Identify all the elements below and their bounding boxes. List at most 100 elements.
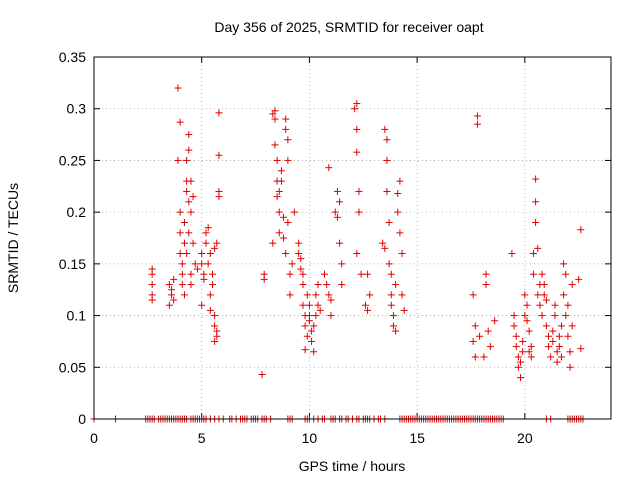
data-point xyxy=(325,164,333,172)
data-point xyxy=(297,255,305,263)
data-point xyxy=(557,322,565,330)
data-point xyxy=(176,208,184,216)
data-point xyxy=(514,353,522,361)
data-point xyxy=(215,193,223,201)
data-point xyxy=(331,208,339,216)
data-point xyxy=(527,343,535,351)
data-point xyxy=(193,265,201,273)
data-point xyxy=(206,250,214,258)
data-point xyxy=(551,312,559,320)
data-points xyxy=(90,84,587,423)
data-point xyxy=(176,229,184,237)
data-point xyxy=(295,239,303,247)
data-point xyxy=(383,156,391,164)
data-point xyxy=(187,208,195,216)
data-point xyxy=(211,312,219,320)
data-point xyxy=(198,250,206,258)
data-point xyxy=(353,100,361,108)
data-point xyxy=(473,112,481,120)
data-point xyxy=(527,353,535,361)
data-point xyxy=(560,260,568,268)
data-point xyxy=(568,281,576,289)
data-point xyxy=(538,312,546,320)
data-point xyxy=(491,317,499,325)
data-point xyxy=(519,337,527,345)
data-point xyxy=(299,301,307,309)
data-point xyxy=(547,353,555,361)
y-tick-label: 0.15 xyxy=(59,256,86,272)
data-point xyxy=(323,281,331,289)
data-point xyxy=(540,291,548,299)
data-point xyxy=(521,291,529,299)
data-point xyxy=(523,317,531,325)
y-tick-label: 0.1 xyxy=(67,308,87,324)
data-point xyxy=(211,322,219,330)
data-point xyxy=(566,348,574,356)
data-point xyxy=(277,177,285,185)
data-point xyxy=(510,312,518,320)
y-tick-label: 0.05 xyxy=(59,359,86,375)
y-tick-label: 0 xyxy=(78,411,86,427)
data-point xyxy=(480,353,488,361)
y-tick-label: 0.2 xyxy=(67,204,87,220)
data-point xyxy=(206,306,214,314)
data-point xyxy=(320,270,328,278)
data-point xyxy=(297,265,305,273)
data-point xyxy=(353,148,361,156)
data-point xyxy=(538,270,546,278)
data-point xyxy=(200,270,208,278)
data-point xyxy=(482,281,490,289)
x-tick-label: 20 xyxy=(517,430,533,446)
data-point xyxy=(215,109,223,117)
data-point xyxy=(211,337,219,345)
data-point xyxy=(532,218,540,226)
data-point xyxy=(273,193,281,201)
data-point xyxy=(301,322,309,330)
data-point xyxy=(396,229,404,237)
data-point xyxy=(366,291,374,299)
data-point xyxy=(187,281,195,289)
data-point xyxy=(394,208,402,216)
data-point xyxy=(178,260,186,268)
data-point xyxy=(202,239,210,247)
data-point xyxy=(204,260,212,268)
data-point xyxy=(308,337,316,345)
data-point xyxy=(198,301,206,309)
data-point xyxy=(364,306,372,314)
data-point xyxy=(176,250,184,258)
data-point xyxy=(364,270,372,278)
data-point xyxy=(575,275,583,283)
data-point xyxy=(284,156,292,164)
data-point xyxy=(568,322,576,330)
data-point xyxy=(314,301,322,309)
data-point xyxy=(174,84,182,92)
data-point xyxy=(562,312,570,320)
data-point xyxy=(312,291,320,299)
data-point xyxy=(284,218,292,226)
data-point xyxy=(536,301,544,309)
data-point xyxy=(299,270,307,278)
data-point xyxy=(185,146,193,154)
data-point xyxy=(189,239,197,247)
data-point xyxy=(183,187,191,195)
data-point xyxy=(206,291,214,299)
data-point xyxy=(187,270,195,278)
data-point xyxy=(400,306,408,314)
data-point xyxy=(208,270,216,278)
data-point xyxy=(398,291,406,299)
data-point xyxy=(185,198,193,206)
data-point xyxy=(275,187,283,195)
data-point xyxy=(180,239,188,247)
plot-frame xyxy=(93,56,612,420)
data-point xyxy=(562,270,570,278)
data-point xyxy=(327,312,335,320)
data-point xyxy=(385,218,393,226)
data-point xyxy=(333,213,341,221)
data-point xyxy=(305,317,313,325)
data-point xyxy=(383,187,391,195)
data-point xyxy=(549,337,557,345)
data-point xyxy=(353,250,361,258)
data-point xyxy=(280,213,288,221)
data-point xyxy=(523,301,531,309)
data-point xyxy=(310,322,318,330)
